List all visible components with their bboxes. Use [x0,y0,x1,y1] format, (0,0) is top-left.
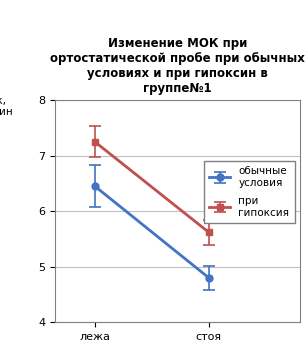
Title: Изменение МОК при
ортостатической пробе при обычных
условиях и при гипоксин в
гр: Изменение МОК при ортостатической пробе … [50,37,305,95]
Legend: обычные
условия, при
гипоксия: обычные условия, при гипоксия [204,161,295,223]
Text: мок,
л/мин: мок, л/мин [0,96,13,117]
